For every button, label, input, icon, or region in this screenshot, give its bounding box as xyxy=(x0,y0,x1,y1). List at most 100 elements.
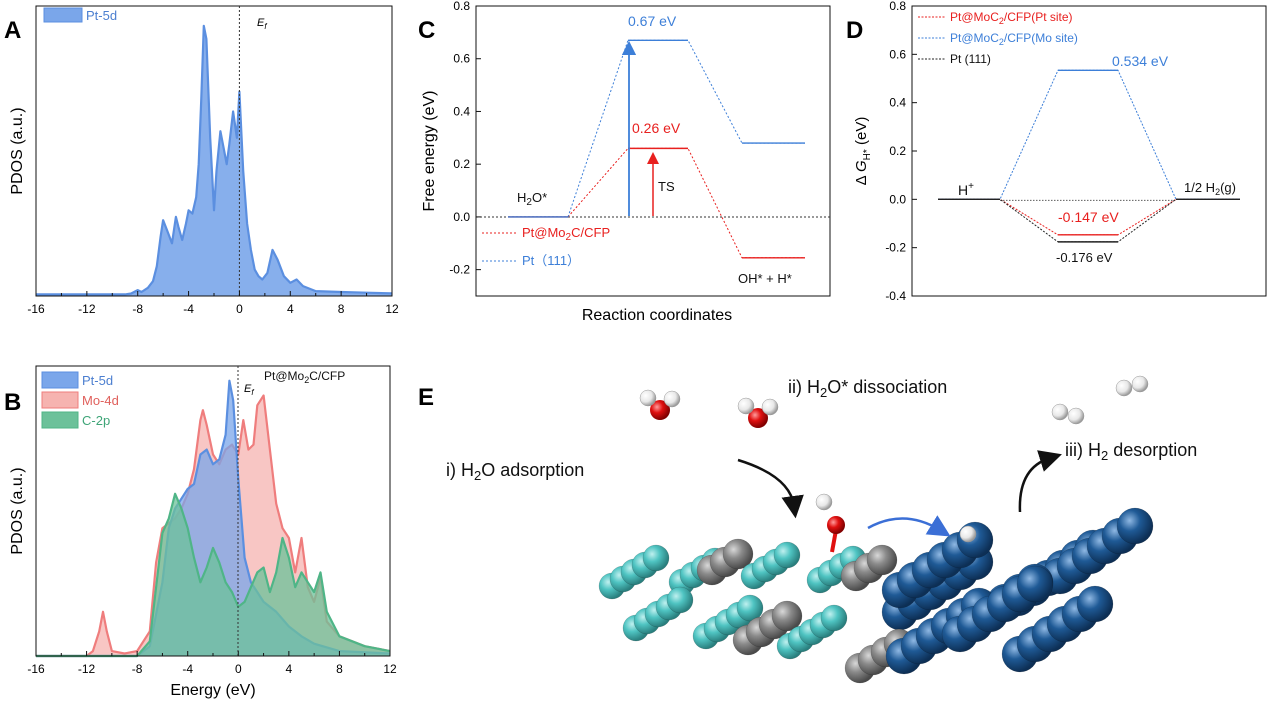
panel-b-xtick-label: -4 xyxy=(182,662,193,676)
panel-b-xtick-label: 4 xyxy=(286,662,293,676)
hydrogen-atom xyxy=(663,390,681,408)
panel-a-xtick-label: 0 xyxy=(236,302,243,316)
panel-d: -0.4 -0.2 0.0 0.2 0.4 0.6 0.8 0.534 eV -0.147 … xyxy=(853,0,1267,303)
panel-a-legend-pt: Pt-5d xyxy=(86,8,117,23)
hydrogen-atom xyxy=(815,493,833,511)
hydrogen-atom xyxy=(737,397,755,415)
atom xyxy=(771,600,803,632)
panel-a-legend-swatch-pt xyxy=(43,7,83,23)
panel-b-xtick-label: 8 xyxy=(336,662,343,676)
panel-b-xtick-label: -12 xyxy=(78,662,96,676)
panel-e-step3: iii) H2 desorption xyxy=(1065,440,1197,463)
panel-b-xtick-label: 0 xyxy=(235,662,242,676)
panel-b-xtick-label: -8 xyxy=(132,662,143,676)
panel-a-xtick-label: 4 xyxy=(287,302,294,316)
panel-c: -0.2 0.0 0.2 0.4 0.6 0.8 0.67 eV 0.26 eV TS H… xyxy=(421,0,831,324)
panel-d-pt-site-value: -0.147 eV xyxy=(1058,209,1119,225)
panel-a-area-pt-5d xyxy=(36,25,392,297)
panel-c-barrier-pt111: 0.67 eV xyxy=(628,13,677,29)
panel-c-barrier-mo2c: 0.26 eV xyxy=(632,120,681,136)
panel-d-legend-mo: Pt@MoC2/CFP(Mo site) xyxy=(950,31,1078,47)
panel-b-legend-swatch-pt xyxy=(41,371,79,389)
panel-c-ylabel: Free energy (eV) xyxy=(421,91,438,212)
panel-a-line-pt-5d xyxy=(36,24,393,296)
panel-b-legend-pt: Pt-5d xyxy=(82,373,113,388)
panel-c-ytick-label: 0.6 xyxy=(453,52,470,66)
panel-c-legend-pt111: Pt（111） xyxy=(522,253,580,268)
panel-d-series xyxy=(938,69,1240,243)
hydrogen-atom xyxy=(639,389,657,407)
panel-d-pt111-value: -0.176 eV xyxy=(1056,250,1113,265)
panel-label-c: C xyxy=(418,17,435,44)
hydrogen-atom xyxy=(959,525,977,543)
panel-b-legend-mo: Mo-4d xyxy=(82,393,119,408)
panel-c-ts-label: TS xyxy=(658,179,675,194)
panel-e-arrow-adsorption xyxy=(737,458,804,519)
panel-e-surface xyxy=(598,375,1154,684)
panel-d-ytick-label: 0.6 xyxy=(889,47,906,61)
panel-c-initial-label: H2O* xyxy=(517,190,547,208)
panel-e: i) H2O adsorption ii) H2O* dissociation … xyxy=(446,375,1197,684)
panel-label-d: D xyxy=(846,17,863,44)
panel-b-ylabel: PDOS (a.u.) xyxy=(9,467,26,554)
panel-b-line-c-2p xyxy=(36,492,391,658)
panel-label-b: B xyxy=(4,389,21,416)
hydrogen-atom xyxy=(1131,375,1149,393)
panel-a-xtick-label: -12 xyxy=(78,302,96,316)
panel-c-ytick-label: 0.8 xyxy=(453,0,470,13)
panel-d-start-label: H+ xyxy=(958,181,974,198)
panel-b-fermi-label: Ef xyxy=(244,383,254,397)
panel-a-fermi-label: Ef xyxy=(257,17,267,31)
panel-c-ytick-label: 0.2 xyxy=(453,157,470,171)
panel-d-ytick-label: -0.4 xyxy=(885,289,906,303)
oxygen-atom xyxy=(748,408,768,428)
atom xyxy=(722,538,754,570)
panel-a-xtick-label: 8 xyxy=(338,302,345,316)
panel-b-xtick-label: 12 xyxy=(383,662,397,676)
panel-c-path-0 xyxy=(508,147,805,259)
panel-e-step2: ii) H2O* dissociation xyxy=(788,377,947,400)
panel-c-ytick-label: 0.4 xyxy=(453,104,470,118)
panel-e-arrow-desorption xyxy=(1018,450,1062,513)
panel-e-arrow-dissociation xyxy=(867,515,951,537)
panel-d-ytick-label: 0.8 xyxy=(889,0,906,13)
panel-label-e: E xyxy=(418,384,434,411)
panel-b-series xyxy=(36,379,391,658)
panel-a-xtick-label: -16 xyxy=(27,302,45,316)
panel-b-area-pt-5d xyxy=(36,380,390,656)
atom xyxy=(1016,565,1054,603)
panel-d-ylabel: Δ GH* (eV) xyxy=(853,117,873,186)
atom xyxy=(642,544,670,572)
atom xyxy=(866,544,898,576)
panel-d-legend-pt: Pt@MoC2/CFP(Pt site) xyxy=(950,10,1073,26)
panel-c-xlabel: Reaction coordinates xyxy=(582,307,732,324)
panel-d-ytick-label: 0.0 xyxy=(889,192,906,206)
panel-c-frame xyxy=(475,5,831,297)
panel-a-ylabel: PDOS (a.u.) xyxy=(9,107,26,194)
panel-c-ytick-label: -0.2 xyxy=(449,263,470,277)
hydrogen-atom xyxy=(1115,379,1133,397)
panel-a: Ef -16 -12 -8 -4 0 4 8 12 PDOS (a.u.) Pt-5d xyxy=(9,5,399,316)
atom xyxy=(820,604,848,632)
panel-c-ytick-label: 0.0 xyxy=(453,210,470,224)
hydrogen-atom xyxy=(1067,407,1085,425)
panel-c-legend-mo2c: Pt@Mo2C/CFP xyxy=(522,225,610,243)
panel-d-ytick-label: -0.2 xyxy=(885,241,906,255)
panel-c-y-ticks: -0.2 0.0 0.2 0.4 0.6 0.8 xyxy=(449,0,481,277)
panel-c-series xyxy=(508,39,805,259)
panel-d-mo-site-value: 0.534 eV xyxy=(1112,53,1169,69)
hydrogen-atom xyxy=(761,398,779,416)
panel-d-y-ticks: -0.4 -0.2 0.0 0.2 0.4 0.6 0.8 xyxy=(885,0,917,303)
hydrogen-atom xyxy=(1051,403,1069,421)
panel-a-x-ticks: -16 -12 -8 -4 0 4 8 12 xyxy=(27,291,399,316)
panel-b-annotation: Pt@Mo2C/CFP xyxy=(264,369,345,385)
panel-b-legend-swatch-mo xyxy=(41,391,79,409)
panel-a-series xyxy=(36,24,393,297)
panel-b-xlabel: Energy (eV) xyxy=(170,682,255,699)
panel-label-a: A xyxy=(4,17,21,44)
panel-b-legend-swatch-c xyxy=(41,411,79,429)
panel-e-step1: i) H2O adsorption xyxy=(446,460,584,483)
panel-d-legend-pt111: Pt (111) xyxy=(950,52,991,66)
atom xyxy=(1116,507,1154,545)
